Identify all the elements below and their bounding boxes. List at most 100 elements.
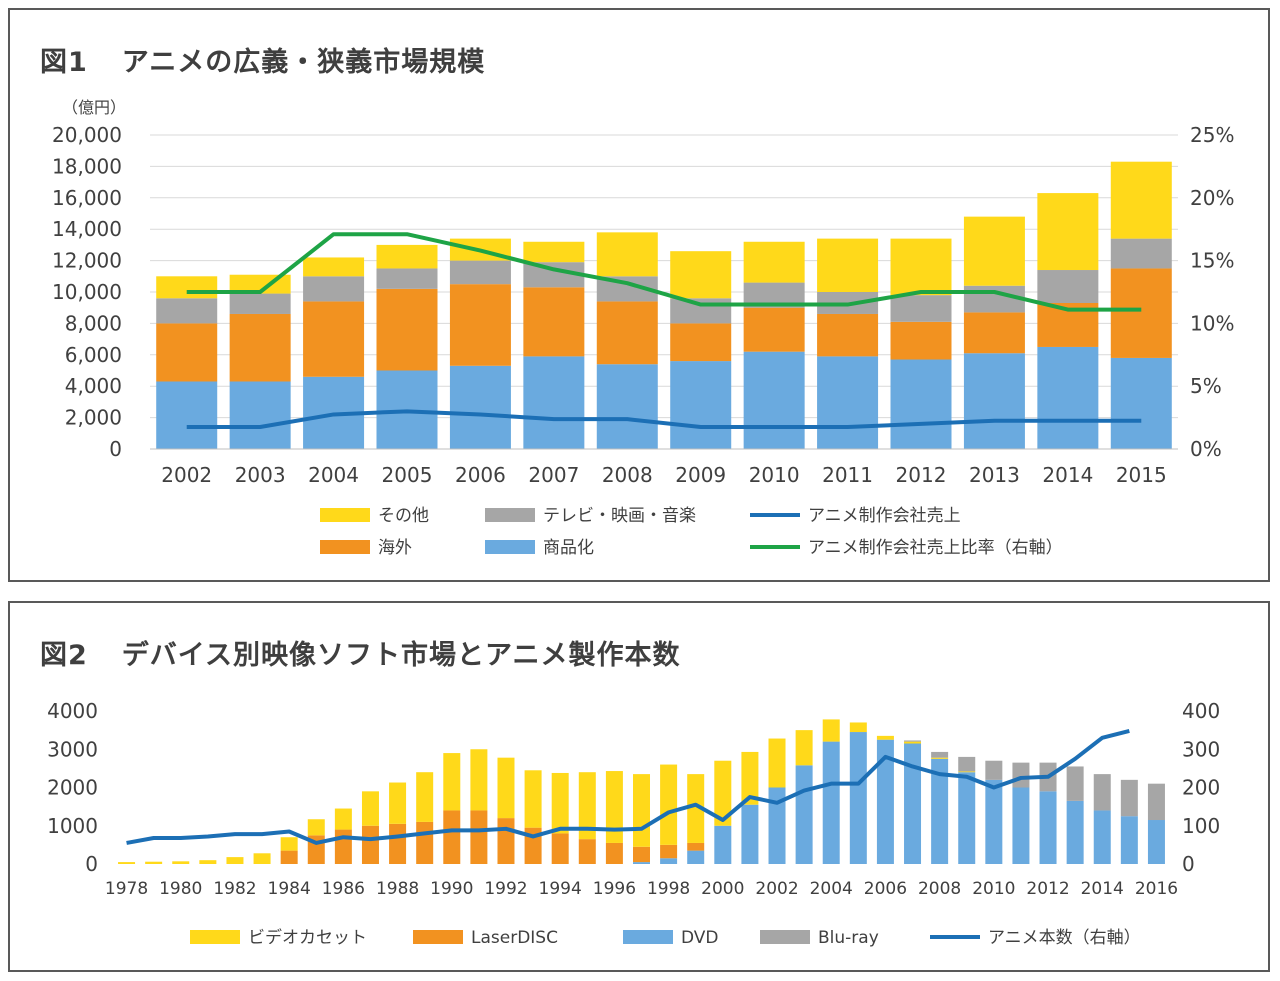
bar-segment	[605, 842, 623, 864]
y2-tick-label: 25%	[1190, 123, 1234, 147]
bar-segment	[633, 846, 650, 863]
legend-swatch	[320, 508, 370, 522]
bar-segment	[605, 771, 623, 843]
bar-segment	[376, 268, 438, 289]
legend-swatch	[623, 930, 673, 944]
x-tick-label: 2013	[969, 463, 1020, 487]
bar-segment	[449, 365, 511, 449]
legend-swatch	[413, 930, 463, 944]
legend-label: 商品化	[543, 538, 594, 558]
bar-segment	[596, 301, 658, 365]
bar-segment	[1037, 193, 1099, 271]
bar-segment	[376, 244, 438, 269]
bar-segment	[449, 260, 511, 285]
bar-segment	[931, 751, 949, 758]
x-tick-label: 1982	[213, 879, 256, 899]
bar-segment	[523, 287, 585, 357]
x-tick-label: 1984	[268, 879, 311, 899]
y2-tick-label: 0	[1182, 852, 1195, 876]
bar-segment	[849, 732, 867, 864]
bar-segment	[253, 853, 271, 864]
bar-segment	[714, 760, 732, 826]
x-tick-label: 2000	[701, 879, 744, 899]
bar-segment	[156, 381, 218, 449]
y-tick-label: 0	[85, 852, 98, 876]
x-tick-label: 1996	[593, 879, 636, 899]
bar-segment	[229, 381, 291, 449]
bar-segment	[743, 351, 805, 449]
x-tick-label: 2006	[455, 463, 506, 487]
bar-segment	[660, 764, 678, 845]
bar-segment	[389, 823, 407, 864]
bar-segment	[1066, 800, 1084, 864]
bar-segment	[822, 741, 840, 864]
legend-label: テレビ・映画・音楽	[543, 506, 696, 526]
y-tick-label: 2,000	[65, 406, 122, 430]
bar-segment	[596, 232, 658, 277]
x-tick-label: 2011	[822, 463, 873, 487]
sales-line	[186, 409, 1142, 430]
bar-segment	[1039, 791, 1057, 864]
x-tick-label: 2005	[382, 463, 433, 487]
bar-segment	[1120, 816, 1138, 864]
y2-tick-label: 20%	[1190, 186, 1234, 210]
y-tick-label: 8,000	[65, 311, 122, 335]
bar-segment	[817, 356, 879, 449]
bar-segment	[670, 361, 732, 449]
bar-segment	[687, 842, 705, 851]
bar-segment	[156, 323, 218, 382]
bar-segment	[660, 844, 678, 859]
bar-segment	[890, 238, 952, 296]
bar-segment	[743, 241, 805, 283]
bar-segment	[578, 772, 596, 840]
bar-segment	[303, 276, 365, 302]
x-tick-label: 2002	[161, 463, 212, 487]
x-tick-label: 2012	[896, 463, 947, 487]
bar-segment	[280, 850, 298, 864]
bar-segment	[229, 313, 291, 382]
bar-segment	[523, 241, 585, 263]
bar-segment	[714, 825, 732, 864]
bar-segment	[890, 295, 952, 322]
x-tick-label: 2015	[1116, 463, 1167, 487]
bar-segment	[931, 758, 949, 864]
bar-segment	[958, 771, 976, 773]
bar-segment	[1120, 779, 1138, 817]
figure2-title: 図2 デバイス別映像ソフト市場とアニメ製作本数	[40, 633, 680, 672]
bar-segment	[768, 787, 786, 864]
bar-segment	[660, 858, 678, 864]
legend-swatch	[320, 540, 370, 554]
bar-segment	[904, 740, 922, 742]
bar-segment	[768, 738, 786, 788]
bar-segment	[443, 810, 461, 864]
legend-label: その他	[378, 506, 429, 526]
x-tick-label: 2004	[308, 463, 359, 487]
bar-segment	[416, 821, 434, 864]
legend-swatch	[190, 930, 240, 944]
figure1-chart: （億円） 0 2,000 4,000 6,000 8,000 10,000 12,000 14,…	[52, 98, 1234, 558]
bar-segment	[822, 719, 840, 742]
bar-segment	[963, 216, 1025, 286]
legend-swatch	[485, 508, 535, 522]
bar-segment	[670, 298, 732, 324]
x-tick-label: 1998	[647, 879, 690, 899]
bar-segment	[334, 808, 352, 830]
x-tick-label: 2010	[749, 463, 800, 487]
y-tick-label: 16,000	[52, 186, 122, 210]
y2-tick-label: 200	[1182, 776, 1220, 800]
y-tick-label: 20,000	[52, 123, 122, 147]
bar-segment	[578, 839, 596, 864]
bar-segment	[817, 313, 879, 357]
bar-segment	[743, 307, 805, 352]
bar-segment	[145, 861, 163, 864]
bar-segment	[156, 298, 218, 324]
figure1-label: 図1	[40, 47, 88, 78]
bar-segment	[741, 804, 759, 864]
bar-segment	[817, 238, 879, 292]
bar-segment	[199, 860, 217, 864]
y2-tick-label: 100	[1182, 814, 1220, 838]
y-tick-label: 2000	[47, 776, 98, 800]
figure1-title-text: アニメの広義・狭義市場規模	[121, 47, 486, 78]
bar-segment	[449, 284, 511, 366]
y2-tick-label: 10%	[1190, 311, 1234, 335]
